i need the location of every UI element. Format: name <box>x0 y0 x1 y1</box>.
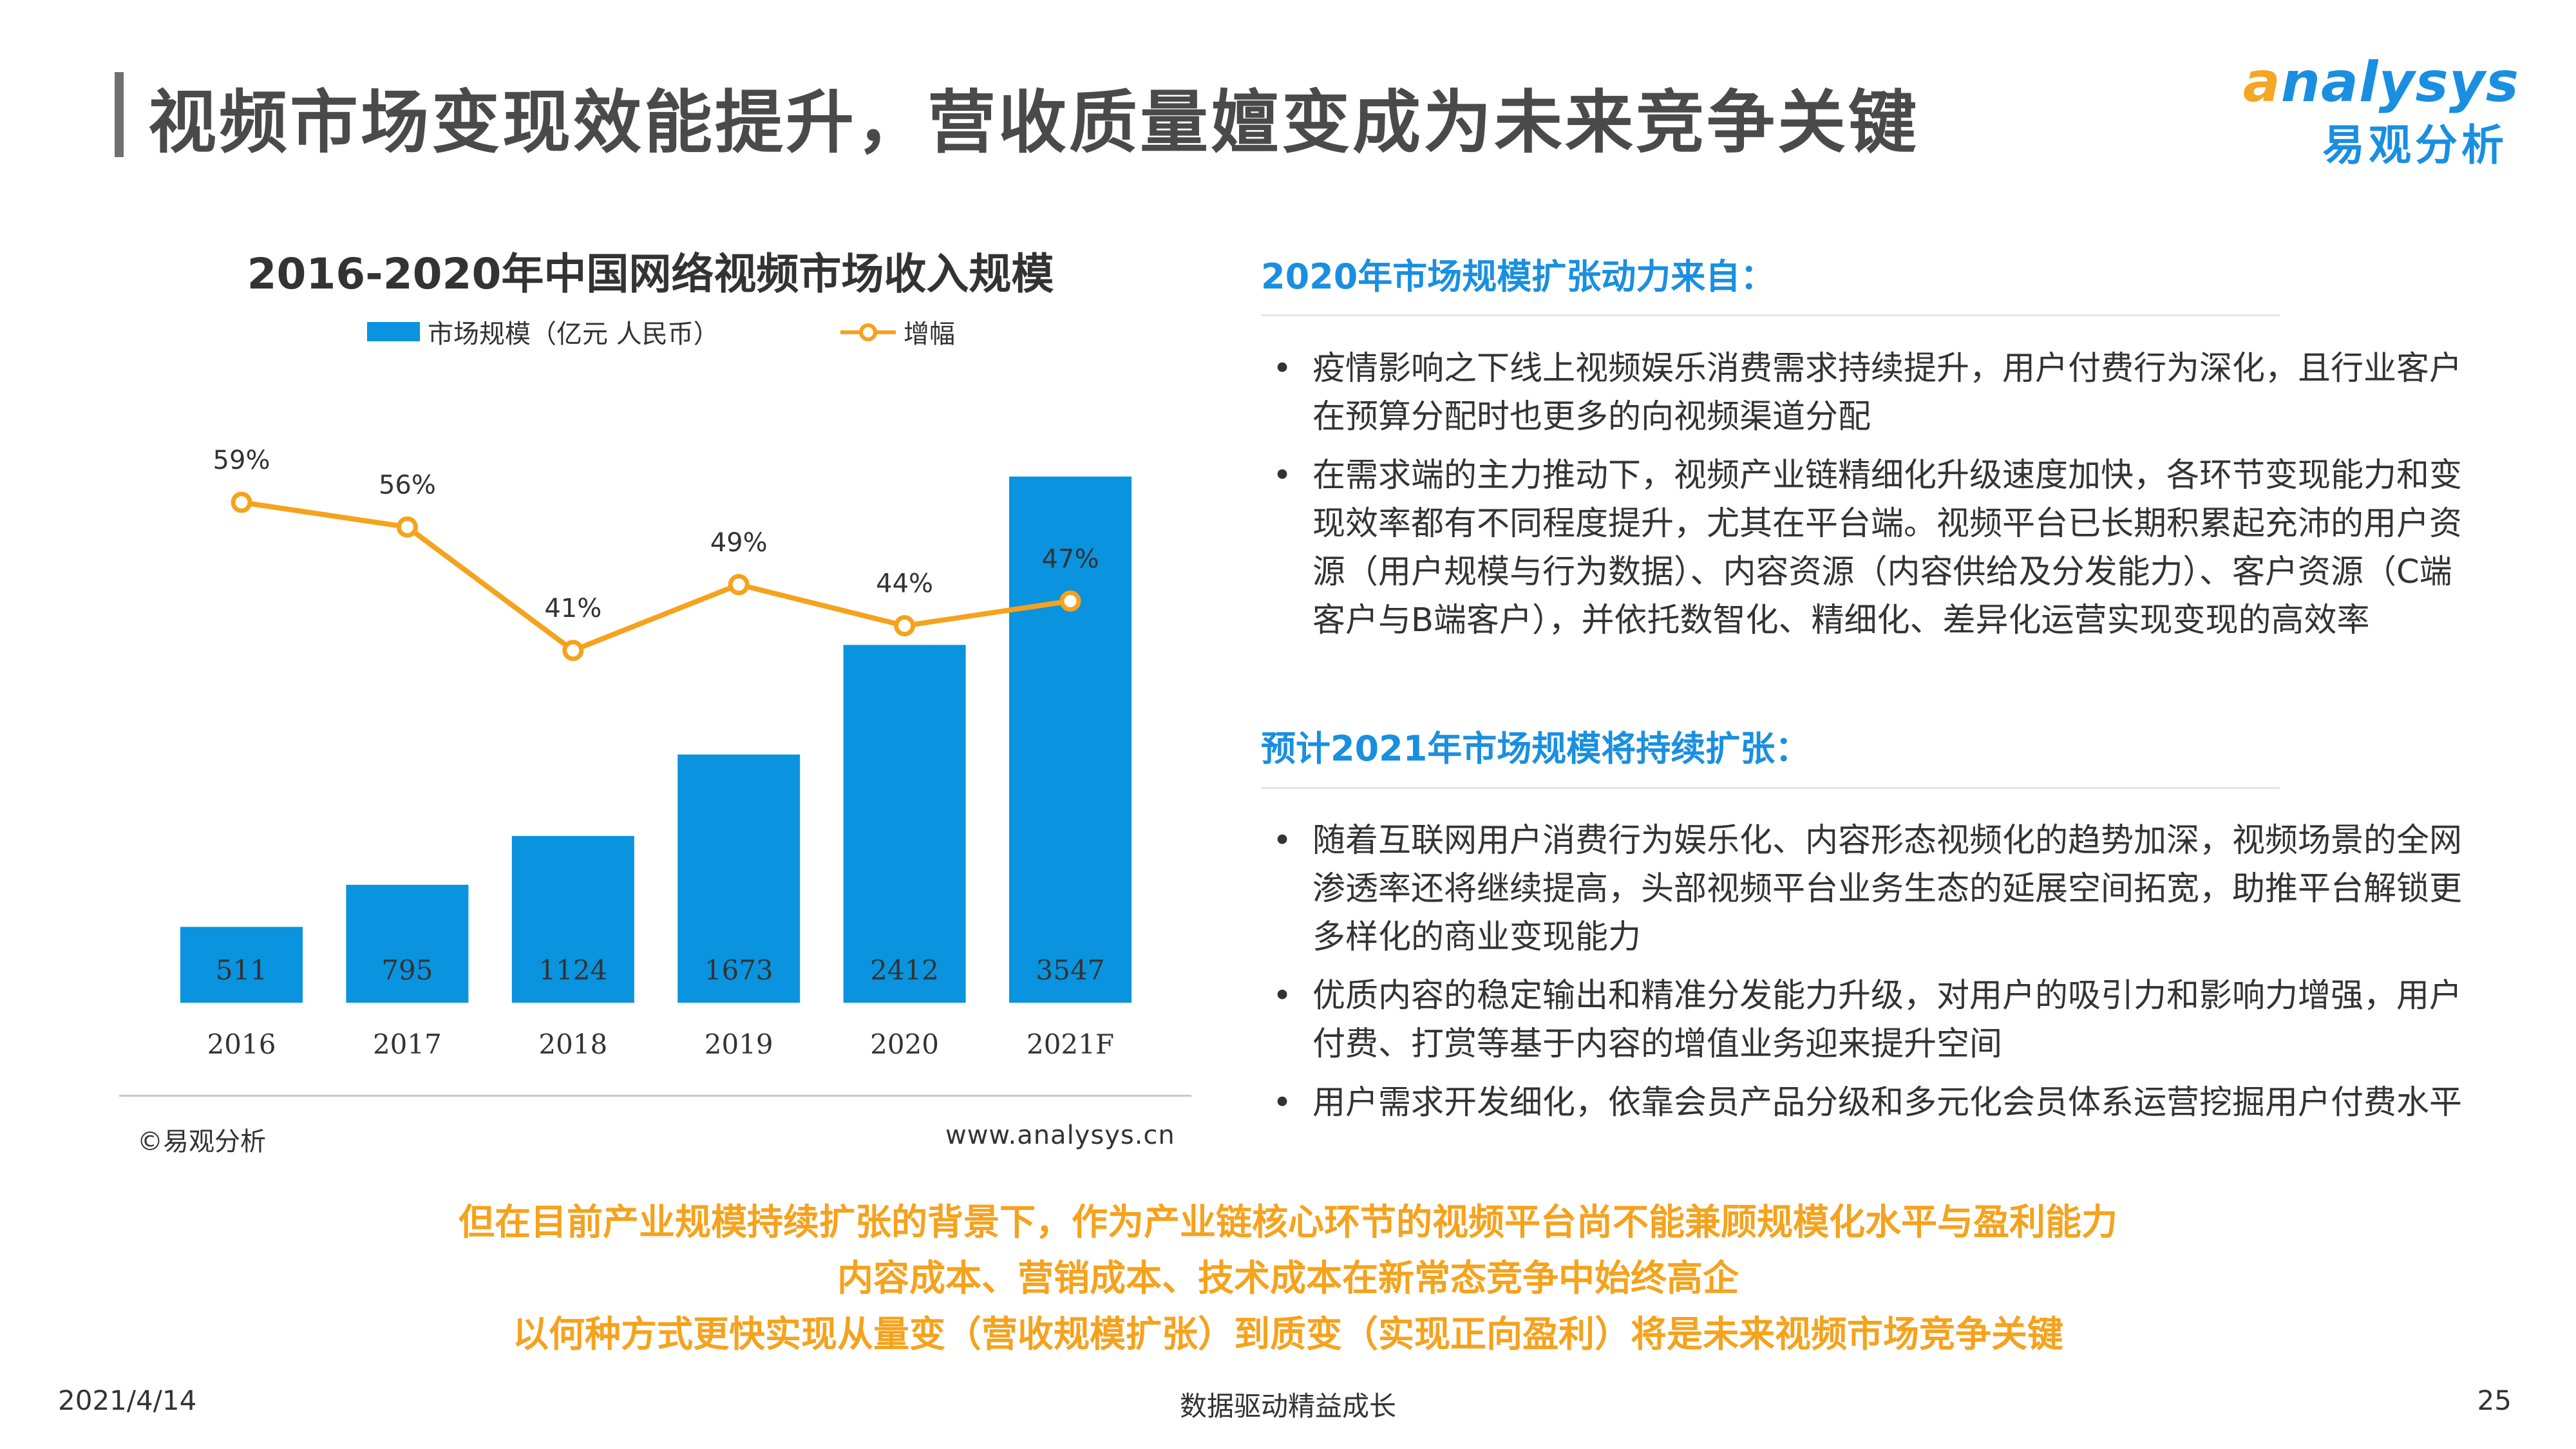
conclusion-line-1: 但在目前产业规模持续扩张的背景下，作为产业链核心环节的视频平台尚不能兼顾规模化水… <box>459 1202 2117 1244</box>
growth-point <box>728 574 750 596</box>
bar-value-label: 1124 <box>538 954 607 986</box>
section-divider-2021 <box>1261 787 2280 789</box>
bar-2017 <box>346 884 469 1003</box>
bar-value-label: 511 <box>216 954 267 986</box>
legend-bar-swatch <box>367 322 420 341</box>
bar-2016 <box>180 927 303 1003</box>
copyright-text: ©易观分析 <box>137 1127 266 1157</box>
page-number: 25 <box>2477 1385 2512 1416</box>
growth-line <box>241 500 1071 653</box>
x-tick-label: 2018 <box>538 1028 607 1060</box>
bar-value-label: 3547 <box>1036 954 1105 986</box>
logo-wordmark-initial: a <box>2242 50 2281 115</box>
page-title: 视频市场变现效能提升，营收质量嬗变成为未来竞争关键 <box>148 83 1919 162</box>
footer-date: 2021/4/14 <box>58 1385 197 1416</box>
x-tick-label: 2016 <box>207 1028 276 1060</box>
growth-point <box>396 516 418 538</box>
bar-2019 <box>677 754 800 1003</box>
chart-title: 2016-2020年中国网络视频市场收入规模 <box>247 249 1054 299</box>
legend-label-growth: 增幅 <box>904 319 955 349</box>
bullet-list-2021: 随着互联网用户消费行为娱乐化、内容形态视频化的趋势加深，视频场景的全网渗透率还将… <box>1261 817 2472 1137</box>
footer-slogan: 数据驱动精益成长 <box>1179 1390 1396 1422</box>
conclusion-line-3: 以何种方式更快实现从量变（营收规模扩张）到质变（实现正向盈利）将是未来视频市场竞… <box>513 1314 2063 1356</box>
growth-point <box>562 639 584 661</box>
logo-chinese-name: 易观分析 <box>2322 120 2508 170</box>
chart-divider <box>119 1095 1191 1097</box>
bar-2021F <box>1009 477 1132 1003</box>
list-item: 在需求端的主力推动下，视频产业链精细化升级速度加快，各环节变现能力和变现效率都有… <box>1261 451 2472 645</box>
growth-value-label: 49% <box>710 528 768 558</box>
x-tick-label: 2019 <box>705 1028 773 1060</box>
x-tick-label: 2017 <box>373 1028 442 1060</box>
growth-value-label: 47% <box>1042 544 1099 574</box>
bullet-list-2020: 疫情影响之下线上视频娱乐消费需求持续提升，用户付费行为深化，且行业客户在预算分配… <box>1261 345 2472 655</box>
legend-line-swatch <box>840 322 896 341</box>
list-item: 疫情影响之下线上视频娱乐消费需求持续提升，用户付费行为深化，且行业客户在预算分配… <box>1261 345 2472 441</box>
section-heading-2020-drivers: 2020年市场规模扩张动力来自： <box>1261 256 1776 297</box>
list-item: 用户需求开发细化，依靠会员产品分级和多元化会员体系运营挖掘用户付费水平 <box>1261 1079 2472 1127</box>
x-tick-label: 2021F <box>1027 1028 1114 1060</box>
analysys-logo: analysys 易观分析 <box>2243 44 2519 170</box>
section-divider-2020 <box>1261 314 2280 316</box>
bar-2018 <box>511 836 634 1003</box>
x-tick-label: 2020 <box>870 1028 939 1060</box>
list-item: 优质内容的稳定输出和精准分发能力升级，对用户的吸引力和影响力增强，用户付费、打赏… <box>1261 972 2472 1068</box>
bar-2020 <box>843 645 966 1003</box>
growth-value-label: 41% <box>544 594 601 623</box>
growth-point <box>894 615 916 637</box>
legend-item-market-size: 市场规模（亿元 人民币） <box>367 313 719 350</box>
growth-value-label: 44% <box>876 569 933 599</box>
title-accent-bar <box>115 72 124 157</box>
legend-label-market-size: 市场规模（亿元 人民币） <box>428 319 719 349</box>
bar-value-label: 2412 <box>870 954 939 986</box>
logo-wordmark: analysys <box>2243 50 2519 115</box>
section-heading-2021-forecast: 预计2021年市场规模将持续扩张： <box>1261 728 1810 769</box>
growth-value-label: 59% <box>213 446 270 475</box>
bar-value-label: 795 <box>381 954 433 986</box>
growth-point <box>231 491 252 513</box>
legend-item-growth: 增幅 <box>840 313 955 350</box>
conclusion-line-2: 内容成本、营销成本、技术成本在新常态竞争中始终高企 <box>837 1258 1739 1300</box>
bar-value-label: 1673 <box>705 954 773 986</box>
chart-legend: 市场规模（亿元 人民币） 增幅 <box>367 313 1140 352</box>
growth-value-label: 56% <box>379 470 436 500</box>
logo-wordmark-rest: nalysys <box>2280 50 2519 115</box>
list-item: 随着互联网用户消费行为娱乐化、内容形态视频化的趋势加深，视频场景的全网渗透率还将… <box>1261 817 2472 961</box>
growth-point <box>1059 590 1081 612</box>
website-text: www.analysys.cn <box>945 1121 1175 1150</box>
